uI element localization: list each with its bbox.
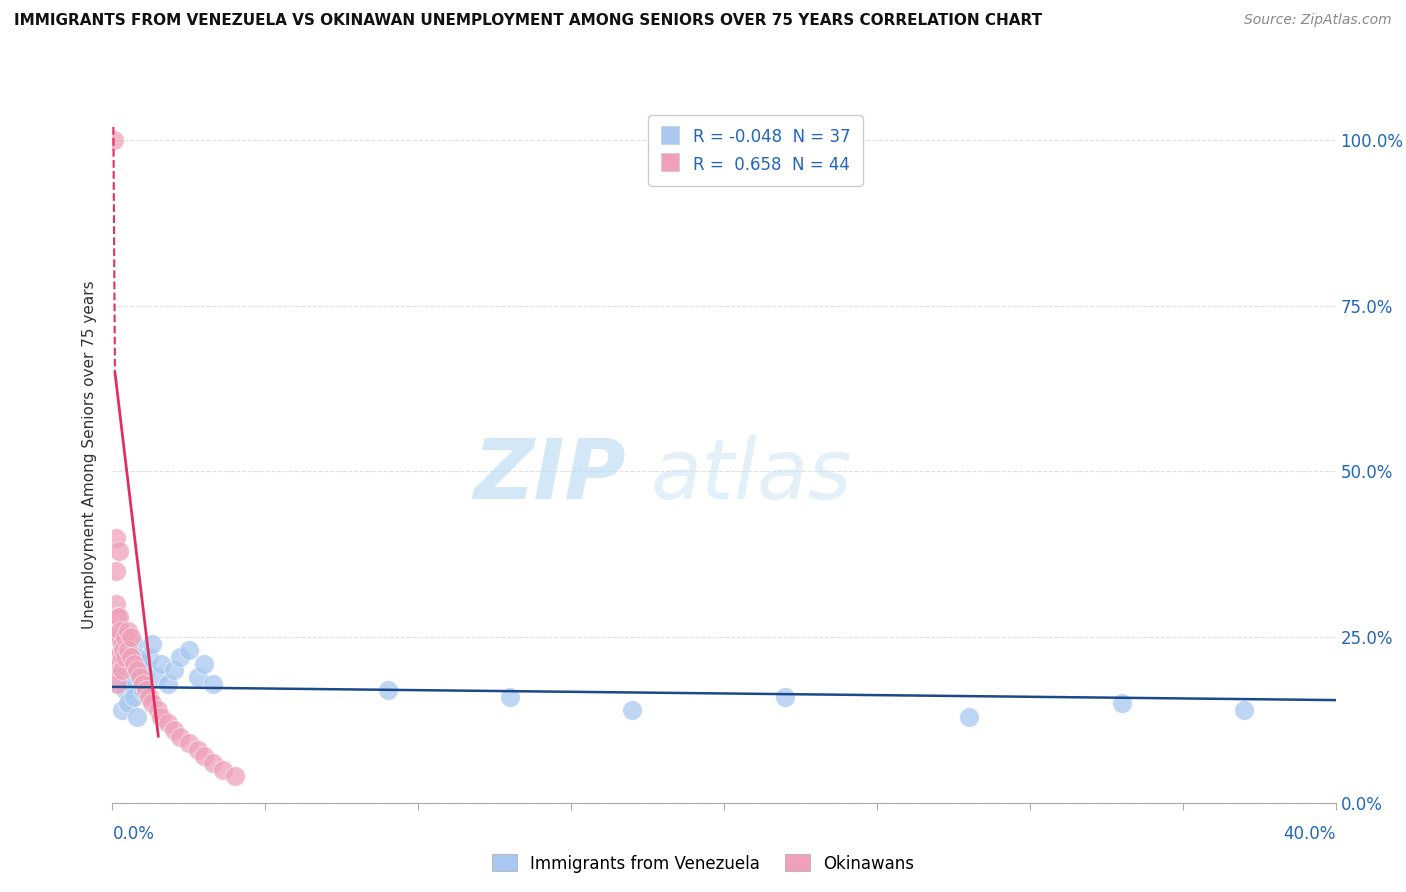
Point (107, 676, 129, 690)
Point (202, 756, 225, 770)
Point (103, 624, 125, 638)
Point (135, 663, 157, 677)
Point (135, 683, 157, 698)
Text: IMMIGRANTS FROM VENEZUELA VS OKINAWAN UNEMPLOYMENT AMONG SENIORS OVER 75 YEARS C: IMMIGRANTS FROM VENEZUELA VS OKINAWAN UN… (14, 13, 1042, 29)
Point (957, 709, 980, 723)
Point (122, 690, 145, 704)
Point (138, 650, 160, 665)
Y-axis label: Unemployment Among Seniors over 75 years: Unemployment Among Seniors over 75 years (82, 281, 97, 629)
Point (148, 670, 170, 684)
Point (114, 657, 136, 671)
Point (107, 650, 129, 665)
Point (499, 690, 522, 704)
Point (211, 763, 233, 777)
Point (129, 670, 152, 684)
Point (775, 690, 797, 704)
Point (104, 630, 127, 644)
Legend: Immigrants from Venezuela, Okinawans: Immigrants from Venezuela, Okinawans (485, 847, 921, 880)
Point (125, 663, 148, 677)
Legend: R = -0.048  N = 37, R =  0.658  N = 44: R = -0.048 N = 37, R = 0.658 N = 44 (648, 115, 862, 186)
Point (129, 670, 152, 684)
Point (120, 630, 142, 644)
Text: 40.0%: 40.0% (1284, 825, 1336, 843)
Point (117, 697, 139, 711)
Point (104, 531, 127, 545)
Point (105, 564, 128, 578)
Point (156, 676, 179, 690)
Point (104, 663, 127, 677)
Point (187, 670, 209, 684)
Point (107, 650, 129, 665)
Point (111, 650, 134, 665)
Point (111, 630, 134, 644)
Point (224, 769, 246, 783)
Point (141, 697, 163, 711)
Point (163, 663, 186, 677)
Point (111, 663, 134, 677)
Point (107, 610, 129, 624)
Point (148, 703, 170, 717)
Point (377, 683, 399, 698)
Point (202, 676, 225, 690)
Point (120, 676, 142, 690)
Point (141, 637, 163, 651)
Point (120, 663, 142, 677)
Point (122, 657, 145, 671)
Point (114, 630, 136, 644)
Point (105, 610, 128, 624)
Point (177, 736, 200, 750)
Point (150, 657, 173, 671)
Point (120, 650, 142, 665)
Point (132, 683, 155, 698)
Point (1111, 697, 1133, 711)
Point (122, 637, 145, 651)
Point (1233, 703, 1256, 717)
Point (621, 703, 644, 717)
Point (104, 650, 127, 665)
Point (111, 637, 134, 651)
Point (112, 643, 135, 657)
Point (104, 663, 127, 677)
Point (104, 597, 127, 611)
Point (117, 643, 139, 657)
Point (107, 630, 129, 644)
Text: ZIP: ZIP (474, 435, 626, 516)
Point (132, 657, 155, 671)
Point (107, 544, 129, 558)
Point (114, 683, 136, 698)
Point (187, 743, 209, 757)
Point (169, 650, 191, 665)
Point (193, 657, 215, 671)
Point (138, 690, 160, 704)
Point (169, 730, 191, 744)
Point (193, 749, 215, 764)
Point (103, 133, 125, 147)
Point (111, 703, 134, 717)
Point (105, 650, 128, 665)
Point (125, 650, 148, 665)
Point (117, 643, 139, 657)
Point (108, 624, 131, 638)
Point (132, 676, 155, 690)
Text: Source: ZipAtlas.com: Source: ZipAtlas.com (1244, 13, 1392, 28)
Point (117, 624, 139, 638)
Point (150, 709, 173, 723)
Point (125, 709, 148, 723)
Point (163, 723, 186, 737)
Point (177, 643, 200, 657)
Text: atlas: atlas (651, 435, 852, 516)
Text: 0.0%: 0.0% (112, 825, 155, 843)
Point (114, 650, 136, 665)
Point (156, 716, 179, 731)
Point (105, 676, 128, 690)
